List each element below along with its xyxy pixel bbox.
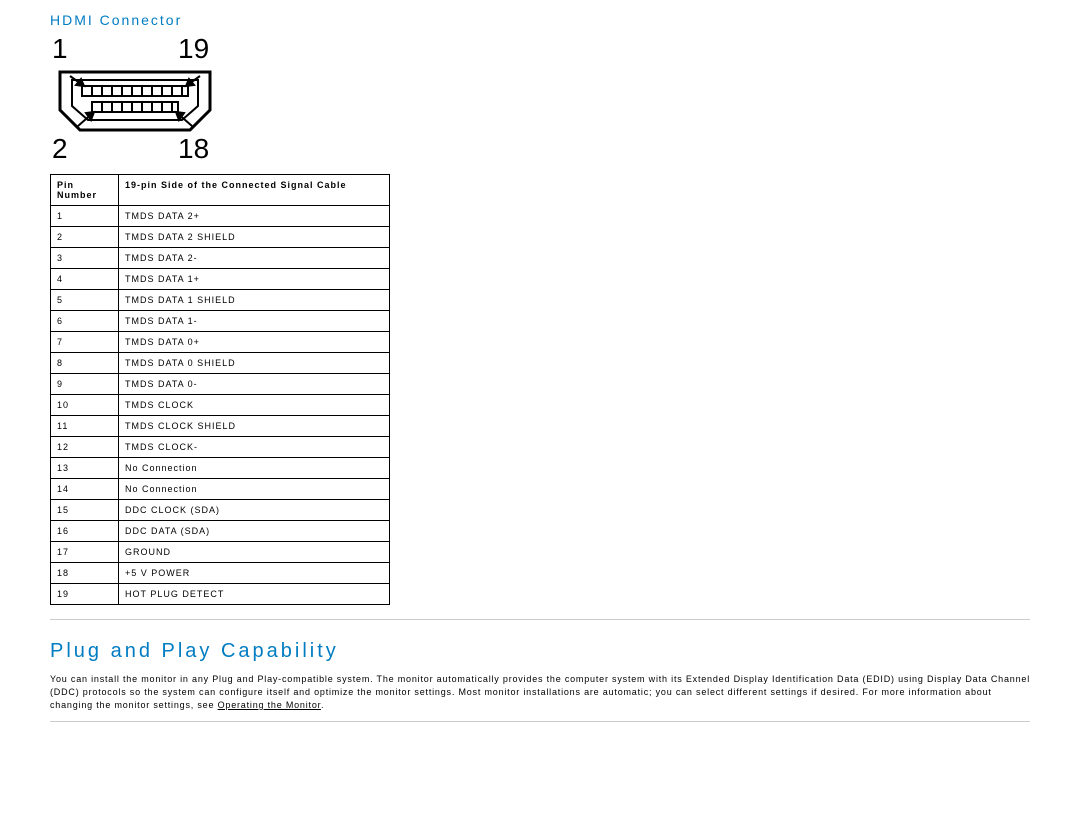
pin-signal-cell: TMDS CLOCK SHIELD — [119, 416, 390, 437]
pin-signal-cell: No Connection — [119, 458, 390, 479]
pin-number-cell: 3 — [51, 248, 119, 269]
paragraph-text-pre: You can install the monitor in any Plug … — [50, 674, 1030, 710]
table-row: 18+5 V POWER — [51, 563, 390, 584]
paragraph-text-post: . — [321, 700, 324, 710]
diagram-label-top-left: 1 — [52, 36, 68, 64]
pin-number-cell: 5 — [51, 290, 119, 311]
table-row: 3TMDS DATA 2- — [51, 248, 390, 269]
table-row: 1TMDS DATA 2+ — [51, 206, 390, 227]
pin-number-cell: 18 — [51, 563, 119, 584]
table-row: 13No Connection — [51, 458, 390, 479]
pin-signal-cell: TMDS DATA 2 SHIELD — [119, 227, 390, 248]
pin-signal-cell: TMDS CLOCK- — [119, 437, 390, 458]
table-row: 16DDC DATA (SDA) — [51, 521, 390, 542]
pin-number-cell: 17 — [51, 542, 119, 563]
pin-number-cell: 8 — [51, 353, 119, 374]
table-row: 11TMDS CLOCK SHIELD — [51, 416, 390, 437]
pin-signal-cell: TMDS DATA 2- — [119, 248, 390, 269]
pin-number-cell: 16 — [51, 521, 119, 542]
table-row: 14No Connection — [51, 479, 390, 500]
plug-and-play-title: Plug and Play Capability — [50, 640, 1030, 663]
diagram-label-top-right: 19 — [178, 36, 209, 64]
section-divider-bottom — [50, 721, 1030, 722]
pin-number-cell: 4 — [51, 269, 119, 290]
pin-number-cell: 10 — [51, 395, 119, 416]
pin-signal-cell: TMDS DATA 1 SHIELD — [119, 290, 390, 311]
table-header-pin: Pin Number — [51, 175, 119, 206]
table-header-signal: 19-pin Side of the Connected Signal Cabl… — [119, 175, 390, 206]
pin-signal-cell: No Connection — [119, 479, 390, 500]
pin-signal-cell: TMDS DATA 1- — [119, 311, 390, 332]
table-row: 2TMDS DATA 2 SHIELD — [51, 227, 390, 248]
hdmi-connector-title: HDMI Connector — [50, 12, 1030, 28]
pin-signal-cell: HOT PLUG DETECT — [119, 584, 390, 605]
pin-number-cell: 14 — [51, 479, 119, 500]
pin-signal-cell: TMDS DATA 0 SHIELD — [119, 353, 390, 374]
pin-signal-cell: TMDS DATA 2+ — [119, 206, 390, 227]
table-row: 19HOT PLUG DETECT — [51, 584, 390, 605]
pin-signal-cell: TMDS DATA 0- — [119, 374, 390, 395]
pin-number-cell: 11 — [51, 416, 119, 437]
pin-signal-cell: GROUND — [119, 542, 390, 563]
pin-number-cell: 9 — [51, 374, 119, 395]
pin-number-cell: 1 — [51, 206, 119, 227]
table-row: 17GROUND — [51, 542, 390, 563]
pin-number-cell: 12 — [51, 437, 119, 458]
pin-signal-cell: TMDS DATA 0+ — [119, 332, 390, 353]
table-row: 4TMDS DATA 1+ — [51, 269, 390, 290]
hdmi-connector-diagram: 1 19 — [50, 36, 220, 164]
pin-number-cell: 13 — [51, 458, 119, 479]
table-row: 10TMDS CLOCK — [51, 395, 390, 416]
section-divider — [50, 619, 1030, 620]
diagram-label-bottom-left: 2 — [52, 133, 68, 164]
diagram-label-bottom-right: 18 — [178, 133, 209, 164]
pin-signal-cell: TMDS DATA 1+ — [119, 269, 390, 290]
table-header-row: Pin Number 19-pin Side of the Connected … — [51, 175, 390, 206]
pin-number-cell: 7 — [51, 332, 119, 353]
pin-signal-cell: DDC DATA (SDA) — [119, 521, 390, 542]
hdmi-pin-table: Pin Number 19-pin Side of the Connected … — [50, 174, 390, 605]
table-row: 6TMDS DATA 1- — [51, 311, 390, 332]
pin-signal-cell: DDC CLOCK (SDA) — [119, 500, 390, 521]
pin-number-cell: 2 — [51, 227, 119, 248]
table-row: 7TMDS DATA 0+ — [51, 332, 390, 353]
operating-monitor-link[interactable]: Operating the Monitor — [218, 700, 321, 710]
pin-signal-cell: +5 V POWER — [119, 563, 390, 584]
pin-number-cell: 15 — [51, 500, 119, 521]
pin-signal-cell: TMDS CLOCK — [119, 395, 390, 416]
pin-number-cell: 19 — [51, 584, 119, 605]
table-row: 15DDC CLOCK (SDA) — [51, 500, 390, 521]
table-row: 9TMDS DATA 0- — [51, 374, 390, 395]
table-row: 5TMDS DATA 1 SHIELD — [51, 290, 390, 311]
pin-number-cell: 6 — [51, 311, 119, 332]
plug-and-play-paragraph: You can install the monitor in any Plug … — [50, 673, 1030, 712]
table-row: 12TMDS CLOCK- — [51, 437, 390, 458]
table-row: 8TMDS DATA 0 SHIELD — [51, 353, 390, 374]
